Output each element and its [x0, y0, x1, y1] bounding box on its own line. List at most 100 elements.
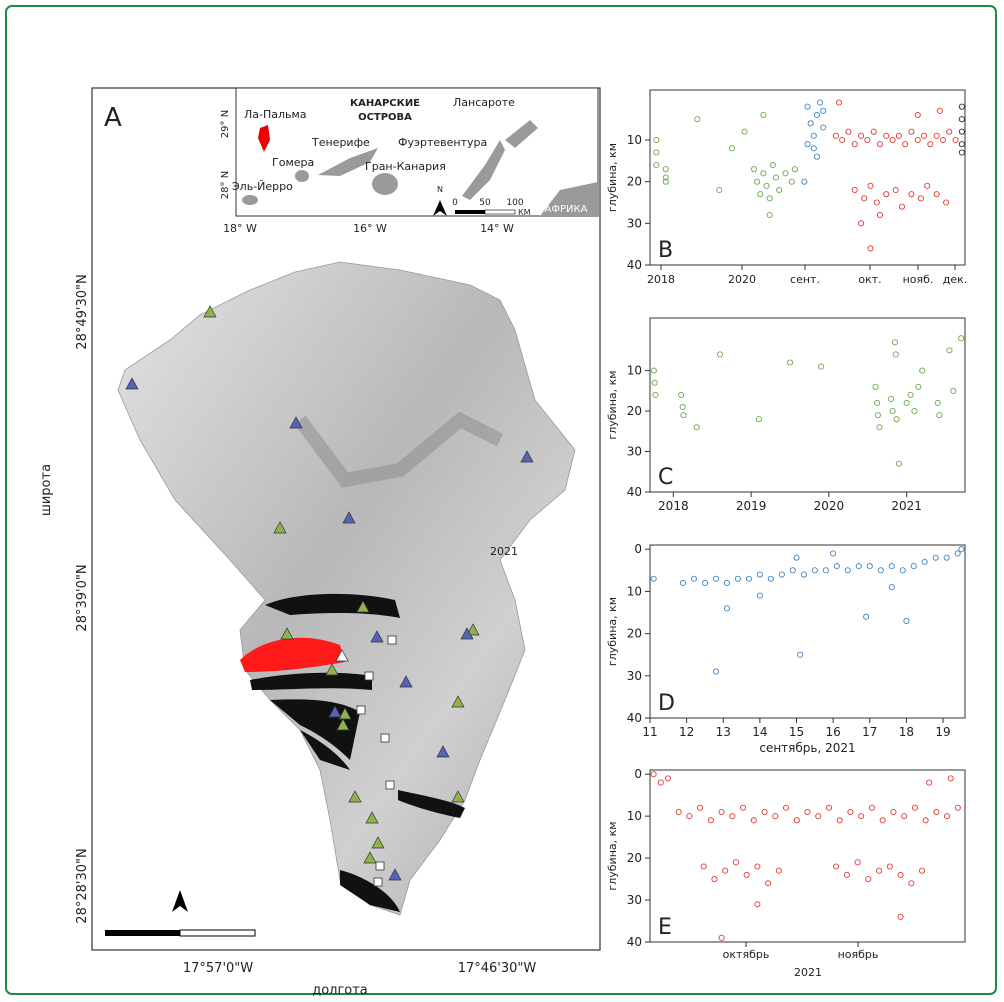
quake: [836, 817, 843, 824]
quake: [864, 136, 871, 144]
inset-lat: 29° N: [220, 110, 231, 138]
quake: [876, 867, 883, 874]
quake: [718, 808, 725, 816]
quake: [855, 563, 862, 570]
quake: [911, 804, 918, 811]
x-tick-label: 2020: [814, 499, 845, 513]
north-arrow: [172, 890, 188, 912]
quake: [778, 571, 785, 578]
quake: [760, 111, 767, 119]
quake: [756, 592, 763, 599]
quake: [902, 141, 909, 148]
inset-scale-unit: КМ: [518, 208, 531, 217]
quake: [741, 128, 748, 135]
y-tick-label: 0: [634, 542, 642, 556]
station-triangle: [289, 416, 303, 429]
la-palma-inset: [258, 125, 270, 152]
quake: [716, 351, 724, 358]
plot-frame: [649, 544, 966, 719]
lon-label: 17°46'30"W: [458, 961, 537, 976]
y-tick-label: 40: [627, 485, 642, 499]
quake: [804, 141, 811, 148]
quake: [950, 387, 957, 394]
x-tick-label: 14: [752, 725, 767, 739]
quake: [678, 391, 685, 398]
x-tick-label: дек.: [943, 273, 968, 286]
panel-label: C: [658, 465, 673, 490]
y-tick-label: 20: [627, 627, 642, 641]
quake: [893, 416, 900, 423]
quake: [766, 195, 773, 202]
station-triangle: [356, 600, 370, 613]
y-title: глубина, км: [606, 821, 619, 890]
y-tick-label: 30: [627, 893, 642, 907]
quake: [914, 111, 921, 119]
quake: [761, 808, 768, 816]
quake: [754, 178, 761, 185]
x-tick-label: 18: [899, 725, 914, 739]
x-tick-label: 16: [825, 725, 840, 739]
station-triangle: [451, 695, 465, 708]
quake: [958, 141, 965, 148]
quake: [863, 613, 870, 620]
quake: [763, 182, 770, 189]
quake: [767, 575, 774, 582]
quake: [801, 178, 808, 185]
station-square: [380, 733, 390, 743]
quake: [914, 136, 921, 144]
quake: [776, 186, 783, 194]
quake: [729, 813, 736, 820]
quake: [958, 103, 965, 110]
quake: [664, 775, 671, 782]
quake: [707, 817, 714, 824]
quake: [686, 813, 693, 820]
quake: [745, 575, 752, 582]
quake: [888, 584, 895, 591]
year-note: 2021: [490, 545, 518, 558]
inset-scale-label: 100: [506, 198, 523, 208]
quake: [861, 195, 868, 202]
quake: [876, 424, 883, 431]
quake: [889, 408, 896, 415]
y-tick-label: 10: [627, 584, 642, 598]
quake: [867, 182, 874, 189]
quake: [722, 867, 729, 874]
station-square: [373, 877, 383, 887]
quake: [680, 412, 687, 419]
quake: [786, 359, 794, 366]
station-triangle: [436, 745, 450, 758]
quake: [650, 771, 657, 778]
quake: [933, 808, 940, 816]
quake: [732, 859, 739, 866]
quake: [858, 220, 865, 227]
quake: [918, 867, 926, 874]
quake: [858, 813, 865, 820]
y-title: глубина, км: [606, 370, 619, 439]
lat-label: 28°49'30"N: [75, 274, 90, 349]
station-triangle: [388, 868, 402, 881]
quake: [820, 124, 827, 131]
quake: [652, 391, 659, 398]
y-tick-label: 0: [634, 767, 642, 781]
station-triangle: [280, 627, 294, 640]
quake: [743, 871, 750, 878]
quake: [888, 395, 895, 402]
quake: [877, 567, 884, 574]
quake: [712, 575, 719, 582]
quake: [883, 191, 890, 198]
quake: [876, 211, 884, 219]
inset-title: КАНАРСКИЕ: [350, 98, 420, 109]
quake: [934, 399, 941, 407]
lat-label: 28°39'0"N: [75, 564, 90, 631]
quake: [791, 166, 798, 173]
quake: [958, 546, 965, 553]
quake: [883, 132, 890, 139]
quake: [750, 166, 758, 173]
x-tick-label: 2018: [658, 499, 689, 513]
quake: [734, 575, 741, 582]
quake: [757, 191, 764, 198]
quake: [926, 779, 933, 786]
quake: [832, 132, 839, 139]
quake: [653, 136, 660, 144]
